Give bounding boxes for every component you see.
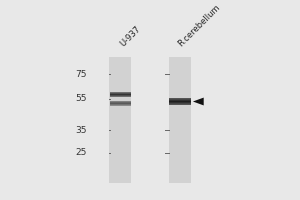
Bar	[169, 102, 190, 103]
Text: R.cerebellum: R.cerebellum	[176, 3, 222, 48]
Bar	[169, 100, 190, 101]
Bar	[169, 104, 190, 105]
Bar	[169, 101, 190, 102]
Text: 75: 75	[76, 70, 87, 79]
Text: 35: 35	[76, 126, 87, 135]
Bar	[169, 98, 190, 99]
Bar	[169, 103, 190, 104]
Text: 55: 55	[76, 94, 87, 103]
Text: 25: 25	[76, 148, 87, 157]
Bar	[169, 99, 190, 100]
Bar	[109, 57, 131, 183]
Polygon shape	[193, 98, 204, 105]
Bar	[169, 57, 191, 183]
Text: U-937: U-937	[118, 24, 142, 48]
